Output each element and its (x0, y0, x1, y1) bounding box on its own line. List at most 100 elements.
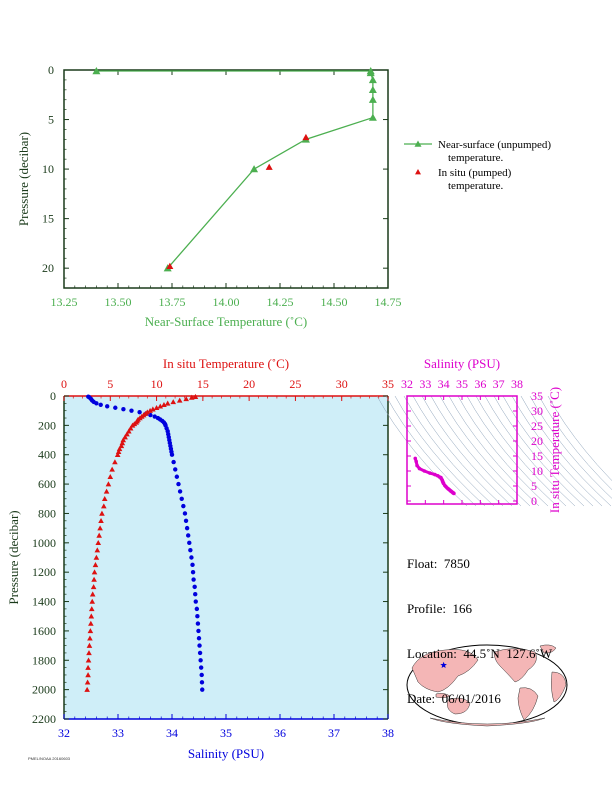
ts-y-tick-label: 35 (531, 389, 543, 403)
temp-tick-label: 30 (336, 377, 348, 391)
sal-axis-label: Salinity (PSU) (188, 746, 264, 761)
continent-asia (411, 649, 479, 693)
ts-x-axis-label: Salinity (PSU) (424, 356, 500, 371)
temperature-point (84, 679, 91, 685)
salinity-point (193, 599, 198, 604)
ts-x-tick-label: 36 (474, 377, 486, 391)
temperature-point (85, 672, 91, 678)
temperature-point (87, 635, 93, 641)
temp-tick-label: 25 (289, 377, 301, 391)
salinity-point (186, 533, 191, 538)
sal-tick-label: 37 (328, 726, 340, 740)
legend-label: In situ (pumped) (438, 167, 512, 179)
temperature-point (115, 448, 122, 455)
ts-background (407, 396, 517, 504)
density-contour (529, 395, 612, 499)
y-tick-label: 15 (42, 212, 54, 226)
temperature-point (112, 459, 118, 465)
salinity-point (190, 569, 196, 575)
salinity-point (113, 405, 118, 410)
x-tick-label: 14.25 (267, 295, 294, 309)
location: Location: 44.5˚N 127.6˚W (407, 646, 553, 661)
salinity-point (191, 577, 196, 582)
temp-tick-label: 15 (197, 377, 209, 391)
ts-point (428, 471, 432, 475)
salinity-point (200, 687, 205, 692)
salinity-point (174, 474, 180, 479)
salinity-point (197, 643, 202, 648)
y-tick-label: 400 (38, 448, 56, 462)
salinity-point (181, 503, 186, 509)
ts-y-tick-label: 5 (531, 479, 537, 493)
ts-y-tick-label: 30 (531, 404, 543, 418)
x-tick-label: 14.75 (375, 295, 402, 309)
temperature-point (85, 657, 92, 663)
ts-x-tick-label: 32 (401, 377, 413, 391)
y-tick-label: 1600 (32, 624, 56, 638)
temperature-point (90, 584, 97, 590)
ts-y-tick-label: 25 (531, 419, 543, 433)
y-axis-label: Pressure (decibar) (16, 132, 31, 226)
temperature-point (101, 503, 107, 509)
near-surface-point (368, 75, 377, 84)
density-contour (394, 395, 486, 507)
legend-label: temperature. (448, 180, 504, 192)
ts-point (417, 466, 422, 471)
temperature-point (85, 664, 91, 670)
near-surface-point (366, 68, 375, 77)
ts-y-tick-label: 0 (531, 494, 537, 508)
density-contour (511, 395, 603, 507)
plot-background (64, 396, 388, 719)
legend-label: Near-surface (unpumped) (438, 139, 551, 151)
near-surface-point (368, 95, 377, 103)
density-contour (520, 395, 612, 507)
y-tick-label: 5 (48, 113, 54, 127)
float-id: Float: 7850 (407, 556, 470, 571)
temperature-point (170, 399, 177, 405)
temperature-point (119, 440, 126, 446)
density-contour (403, 395, 495, 507)
y-tick-label: 2000 (32, 683, 56, 697)
salinity-point (195, 614, 200, 619)
density-contour (493, 395, 585, 507)
x-axis-label: Near-Surface Temperature (˚C) (145, 314, 307, 329)
y-tick-label: 10 (42, 162, 54, 176)
y-tick-label: 1800 (32, 653, 56, 667)
y-tick-label: 0 (50, 389, 56, 403)
profile-number: Profile: 166 (407, 601, 472, 616)
in-situ-point (166, 262, 174, 269)
temperature-point (88, 620, 94, 626)
ts-x-tick-label: 34 (438, 377, 450, 391)
temperature-point (99, 510, 105, 516)
sal-tick-label: 38 (382, 726, 394, 740)
salinity-point (105, 404, 110, 409)
continent-antarctica (429, 717, 546, 727)
temp-tick-label: 35 (382, 377, 394, 391)
sal-tick-label: 33 (112, 726, 124, 740)
y-tick-label: 20 (42, 261, 54, 275)
date: Date: 06/01/2016 (407, 691, 501, 706)
salinity-point (173, 467, 178, 472)
salinity-point (198, 658, 203, 663)
near-surface-chart: 13.25 13.50 13.75 14.00 14.25 14.50 14.75 0 5 10 1… (16, 63, 551, 329)
temperature-point (88, 606, 95, 612)
salinity-point (199, 672, 204, 678)
temperature-point (157, 403, 164, 409)
density-contour (412, 395, 504, 507)
temperature-point (89, 598, 96, 604)
temperature-point (91, 576, 97, 582)
salinity-point (129, 408, 134, 413)
legend-label: temperature. (448, 152, 504, 164)
temperature-point (105, 481, 112, 487)
ts-point (452, 491, 456, 496)
ts-x-tick-label: 37 (493, 377, 505, 391)
density-contour (448, 395, 540, 507)
ts-y-tick-label: 10 (531, 464, 543, 478)
temperature-point (109, 466, 115, 472)
salinity-point (179, 496, 184, 501)
y-tick-label: 1200 (32, 565, 56, 579)
ts-point (413, 456, 418, 461)
float-location-star (440, 661, 447, 669)
continent-north-america (493, 648, 537, 683)
density-contours (376, 395, 612, 507)
